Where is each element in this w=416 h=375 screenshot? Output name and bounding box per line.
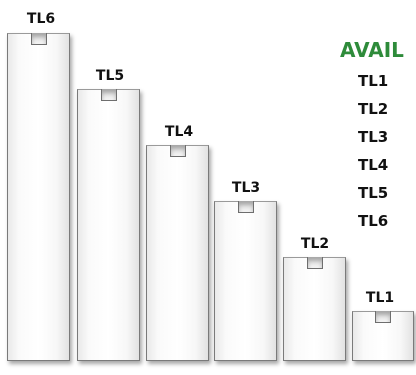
block-tl3	[214, 201, 277, 361]
block-label-tl6: TL6	[26, 11, 56, 27]
available-item-tl2: TL2	[358, 100, 389, 118]
available-title: AVAIL	[340, 38, 404, 62]
block-notch	[100, 89, 117, 101]
block-notch	[375, 311, 391, 323]
available-list: TL1 TL2 TL3 TL4 TL5 TL6	[358, 67, 388, 235]
block-label-tl5: TL5	[95, 68, 125, 84]
block-label-tl3: TL3	[231, 180, 261, 196]
available-item-tl3: TL3	[358, 128, 389, 146]
block-notch	[306, 257, 323, 269]
block-tl4	[146, 145, 209, 361]
available-item-tl4: TL4	[358, 156, 389, 174]
block-label-tl4: TL4	[164, 124, 194, 140]
available-item-tl1: TL1	[358, 72, 389, 90]
block-notch	[30, 33, 47, 45]
block-tl1	[352, 311, 414, 361]
block-label-tl1: TL1	[365, 290, 395, 306]
available-item-tl6: TL6	[358, 212, 389, 230]
block-notch	[237, 201, 254, 213]
block-tl5	[77, 89, 140, 361]
available-item-tl5: TL5	[358, 184, 389, 202]
block-tl2	[283, 257, 346, 361]
block-notch	[169, 145, 186, 157]
block-label-tl2: TL2	[300, 236, 330, 252]
block-tl6	[7, 33, 70, 361]
